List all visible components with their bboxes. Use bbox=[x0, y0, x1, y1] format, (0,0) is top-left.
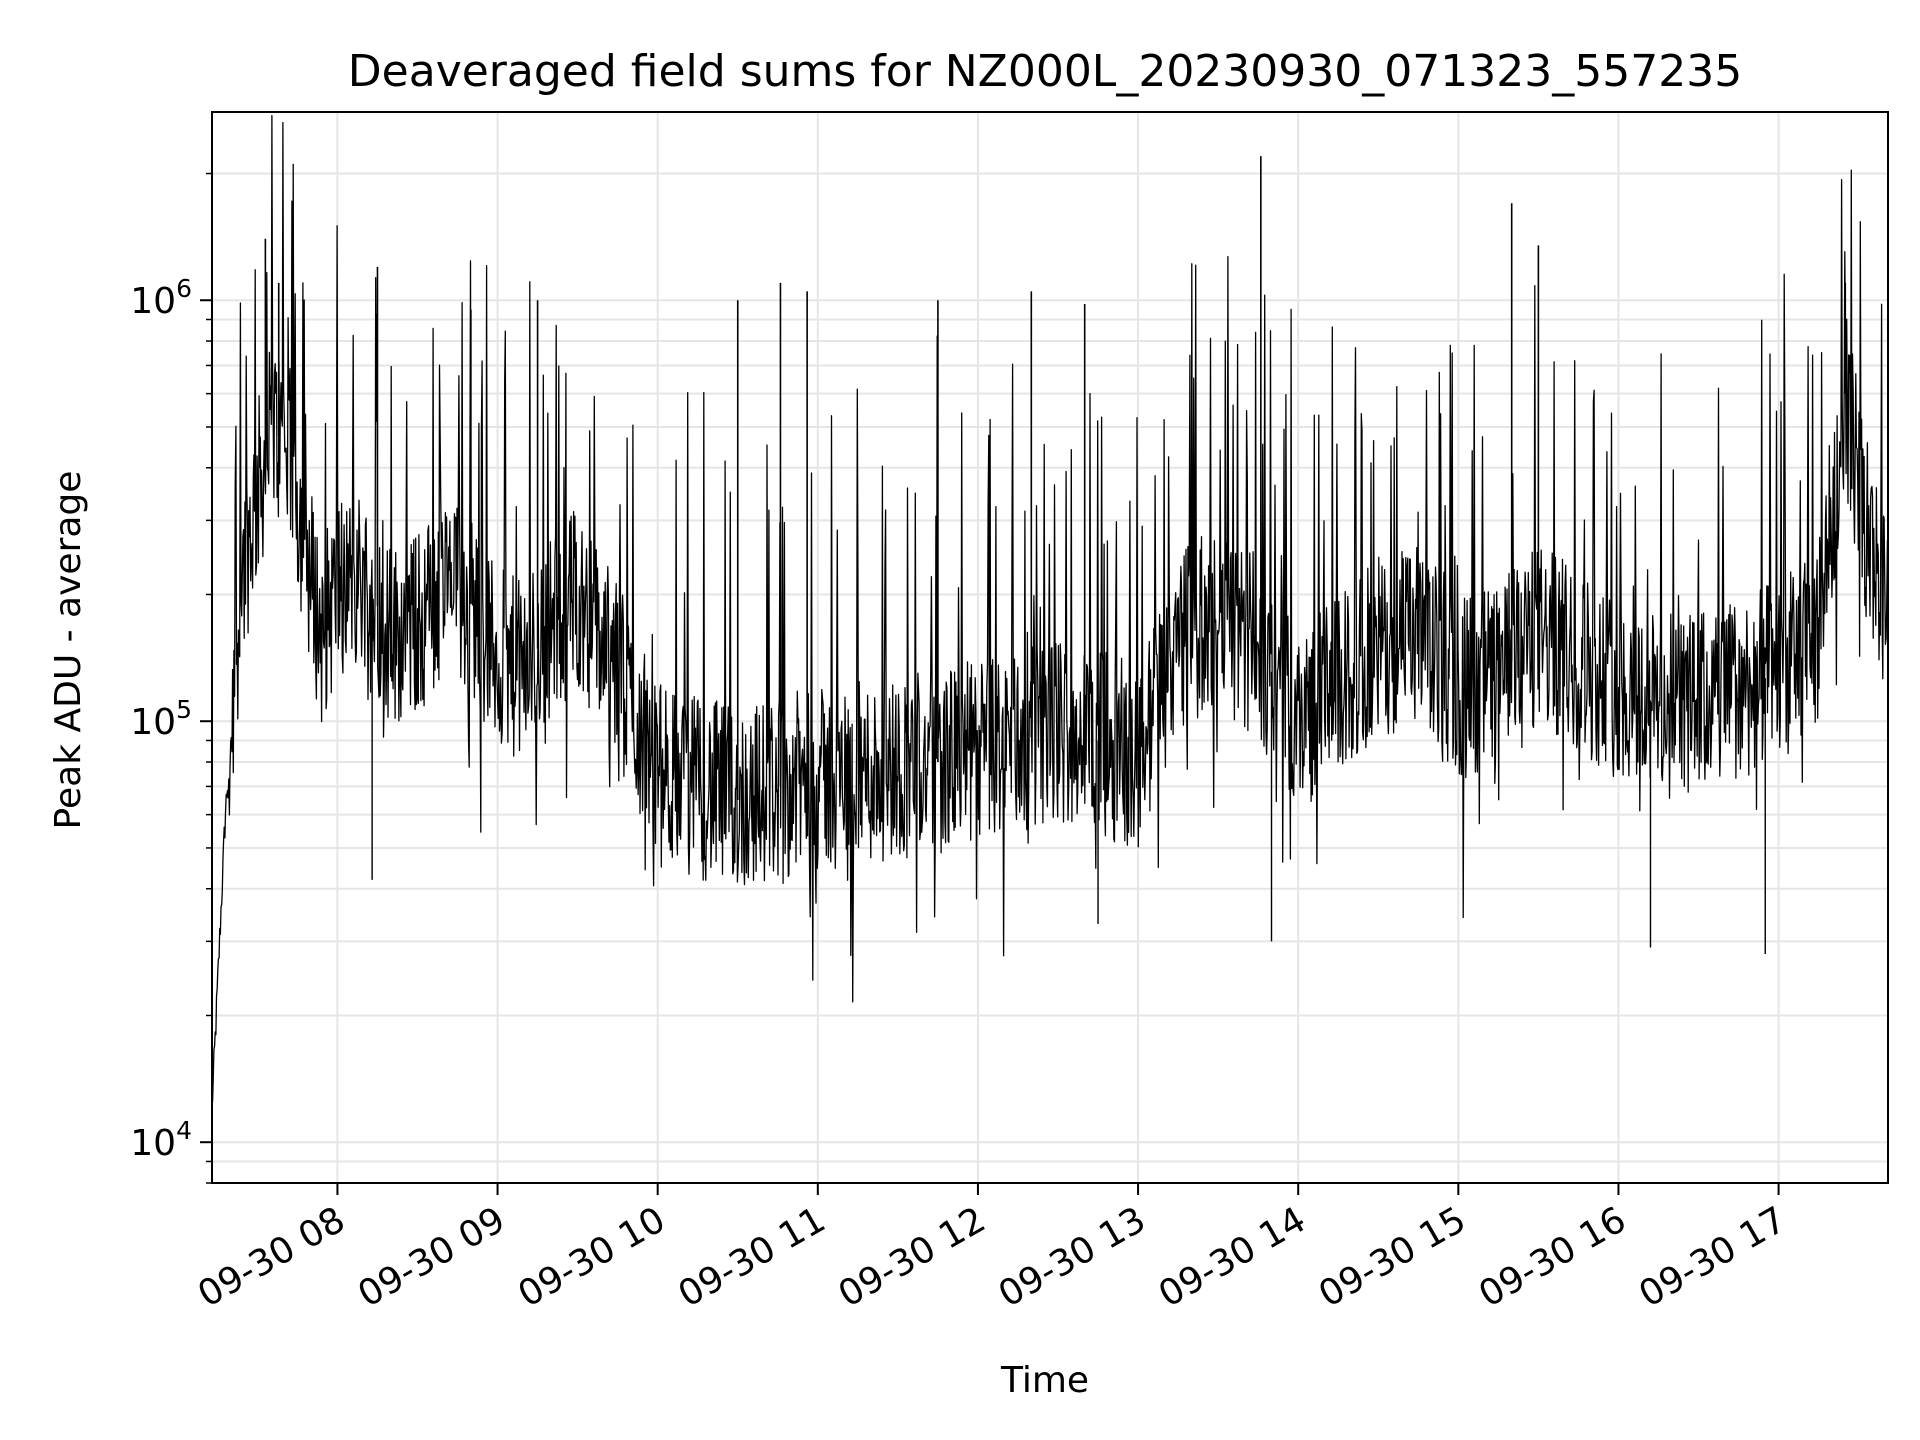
data-series bbox=[211, 115, 1889, 1104]
x-tick-label: 09-30 09 bbox=[351, 1199, 512, 1315]
x-tick-label: 09-30 14 bbox=[1152, 1199, 1313, 1315]
x-axis: 09-30 08 09-30 09 09-30 10 09-30 11 09-30 12… bbox=[191, 1183, 1793, 1316]
y-axis: 104 105 106 bbox=[130, 172, 212, 1184]
chart-title: Deaveraged field sums for NZ000L_2023093… bbox=[348, 46, 1742, 97]
x-tick-label: 09-30 15 bbox=[1312, 1199, 1473, 1315]
plot-frame bbox=[211, 111, 1889, 1184]
series-line bbox=[211, 115, 1889, 1104]
x-tick-label: 09-30 11 bbox=[672, 1199, 833, 1315]
x-tick-label: 09-30 08 bbox=[191, 1199, 352, 1315]
x-tick-label: 09-30 13 bbox=[992, 1199, 1153, 1315]
y-tick-label: 106 bbox=[130, 274, 192, 322]
x-tick-label: 09-30 17 bbox=[1632, 1199, 1793, 1315]
x-tick-label: 09-30 16 bbox=[1472, 1199, 1633, 1315]
y-tick-label: 105 bbox=[130, 695, 192, 743]
grid bbox=[212, 112, 1888, 1184]
x-tick-label: 09-30 10 bbox=[512, 1199, 673, 1315]
x-axis-label: Time bbox=[1000, 1360, 1089, 1401]
y-axis-label: Peak ADU - average bbox=[48, 471, 89, 830]
x-tick-label: 09-30 12 bbox=[832, 1199, 993, 1315]
y-tick-label: 104 bbox=[130, 1116, 192, 1164]
